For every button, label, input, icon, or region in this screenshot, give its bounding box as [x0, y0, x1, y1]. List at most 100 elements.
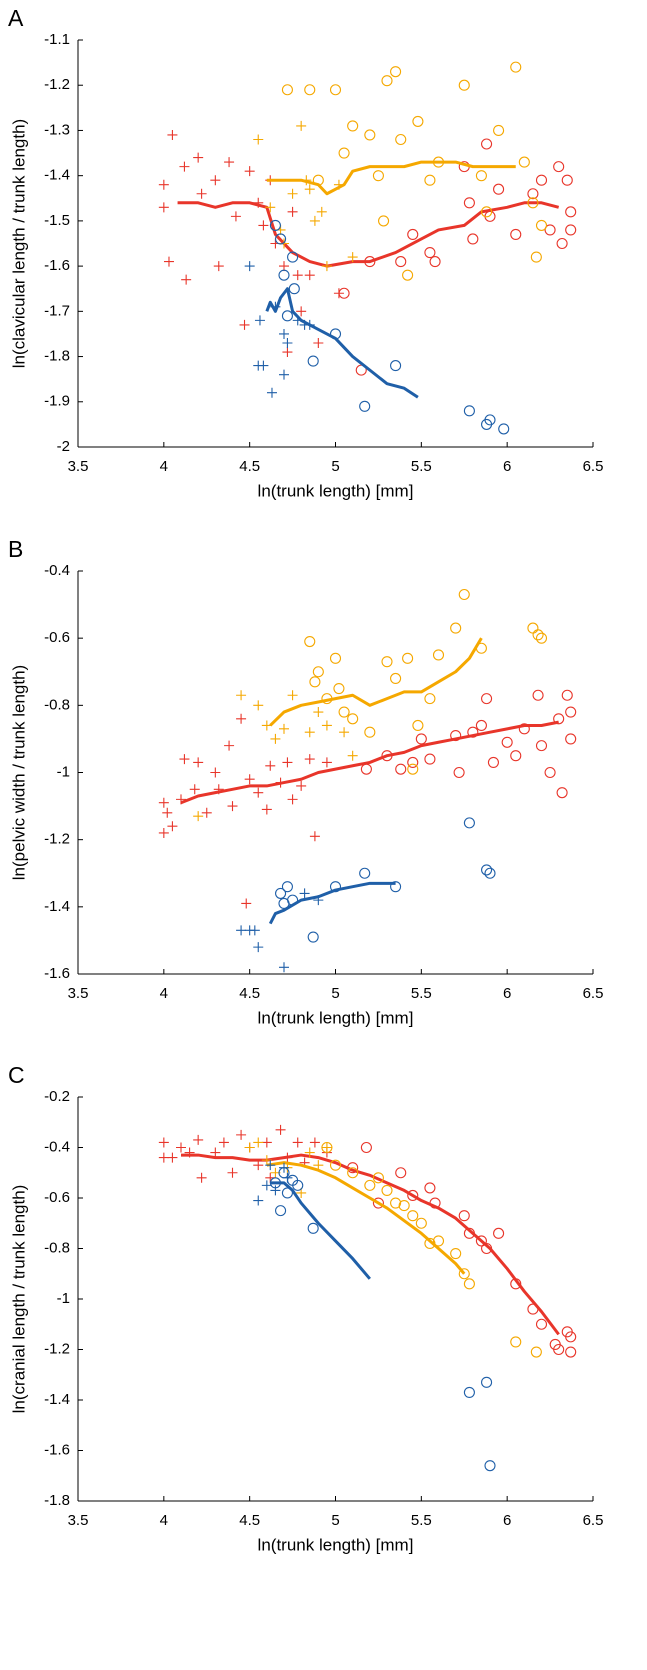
- circle-point: [510, 750, 522, 762]
- x-tick-label: 6.5: [583, 1512, 604, 1529]
- plus-point: [316, 206, 327, 217]
- panel-label: C: [8, 1062, 25, 1088]
- circle-point: [498, 423, 510, 435]
- circle-point: [360, 1141, 372, 1154]
- circle-point: [467, 233, 479, 245]
- plus-point: [158, 797, 169, 808]
- circle-point: [530, 251, 542, 263]
- circle-point: [510, 1336, 522, 1348]
- plus-point: [299, 888, 310, 899]
- circle-point: [450, 1248, 462, 1260]
- y-tick-label: -1.9: [44, 393, 70, 410]
- y-tick-label: -1.3: [44, 121, 70, 138]
- circle-point: [458, 79, 470, 91]
- circle-point: [481, 1376, 493, 1388]
- circle-point: [329, 84, 342, 96]
- plus-point: [265, 760, 276, 771]
- circle-point: [565, 1331, 577, 1343]
- circle-point: [553, 713, 565, 725]
- circle-point: [565, 224, 577, 236]
- x-tick-label: 5.5: [411, 1512, 432, 1529]
- plus-point: [279, 723, 289, 734]
- circle-point: [481, 693, 493, 705]
- circle-point: [381, 1184, 393, 1196]
- circle-point: [530, 1346, 542, 1358]
- y-tick-label: -0.2: [44, 1088, 70, 1105]
- circle-point: [412, 115, 424, 127]
- circle-point: [359, 867, 371, 879]
- plus-point: [261, 720, 272, 731]
- circle-point: [424, 246, 436, 259]
- plus-point: [282, 757, 293, 768]
- y-tick-label: -1.7: [44, 302, 70, 319]
- plus-point: [292, 1137, 303, 1148]
- plus-point: [189, 784, 200, 795]
- circle-point: [381, 656, 393, 668]
- plus-point: [275, 1124, 286, 1135]
- plus-point: [253, 1160, 264, 1171]
- plus-point: [321, 757, 332, 768]
- circle-point: [463, 1386, 475, 1398]
- x-tick-label: 5: [331, 1512, 339, 1529]
- circle-point: [481, 138, 493, 150]
- circle-point: [432, 649, 445, 661]
- plus-point: [244, 166, 255, 177]
- circle-point: [275, 887, 287, 899]
- circle-point: [281, 310, 293, 322]
- circle-point: [307, 1222, 319, 1234]
- trend-line: [269, 637, 483, 727]
- circle-point: [518, 156, 530, 168]
- plus-point: [265, 202, 276, 213]
- y-tick-label: -1.8: [44, 348, 70, 365]
- circle-point: [329, 1159, 342, 1171]
- circle-point: [292, 1179, 304, 1191]
- plus-point: [162, 807, 173, 818]
- x-tick-label: 3.5: [68, 458, 89, 475]
- circle-point: [395, 256, 407, 268]
- x-tick-label: 5: [331, 458, 339, 475]
- circle-point: [288, 283, 300, 295]
- circle-point: [535, 632, 548, 644]
- plus-point: [210, 1147, 221, 1158]
- plus-point: [265, 1160, 276, 1171]
- plus-point: [309, 215, 320, 226]
- circle-point: [359, 400, 371, 412]
- plus-point: [253, 700, 264, 711]
- x-axis-title: ln(trunk length) [mm]: [258, 1535, 414, 1554]
- y-axis-title: ln(pelvic width / trunk length): [9, 665, 28, 880]
- plus-point: [304, 270, 315, 281]
- x-tick-label: 6: [503, 1512, 511, 1529]
- circle-point: [372, 1197, 384, 1209]
- circle-point: [312, 666, 324, 678]
- trend-line: [270, 1181, 371, 1280]
- circle-point: [390, 881, 402, 893]
- plus-point: [270, 1185, 281, 1196]
- y-tick-label: -0.8: [44, 696, 70, 713]
- y-tick-label: -0.8: [44, 1239, 70, 1256]
- plus-point: [279, 261, 289, 272]
- circle-point: [381, 75, 393, 87]
- circle-point: [275, 233, 287, 245]
- plus-point: [296, 306, 307, 317]
- plus-point: [181, 274, 192, 285]
- circle-point: [407, 228, 419, 241]
- panel-label: A: [8, 5, 24, 31]
- x-tick-label: 4.5: [239, 1512, 260, 1529]
- plus-point: [287, 690, 298, 701]
- plus-point: [261, 1137, 272, 1148]
- circle-point: [493, 183, 505, 195]
- circle-point: [329, 652, 342, 664]
- plus-point: [304, 754, 315, 765]
- y-tick-label: -1: [57, 1290, 70, 1307]
- circle-point: [424, 174, 436, 186]
- circle-point: [532, 689, 544, 701]
- plus-point: [213, 261, 224, 272]
- circle-point: [518, 723, 530, 735]
- y-tick-label: -1.6: [44, 1441, 70, 1458]
- plus-point: [244, 261, 255, 272]
- plus-point: [282, 347, 293, 358]
- circle-point: [407, 763, 419, 775]
- y-tick-label: -1.2: [44, 76, 70, 93]
- plus-point: [253, 942, 264, 953]
